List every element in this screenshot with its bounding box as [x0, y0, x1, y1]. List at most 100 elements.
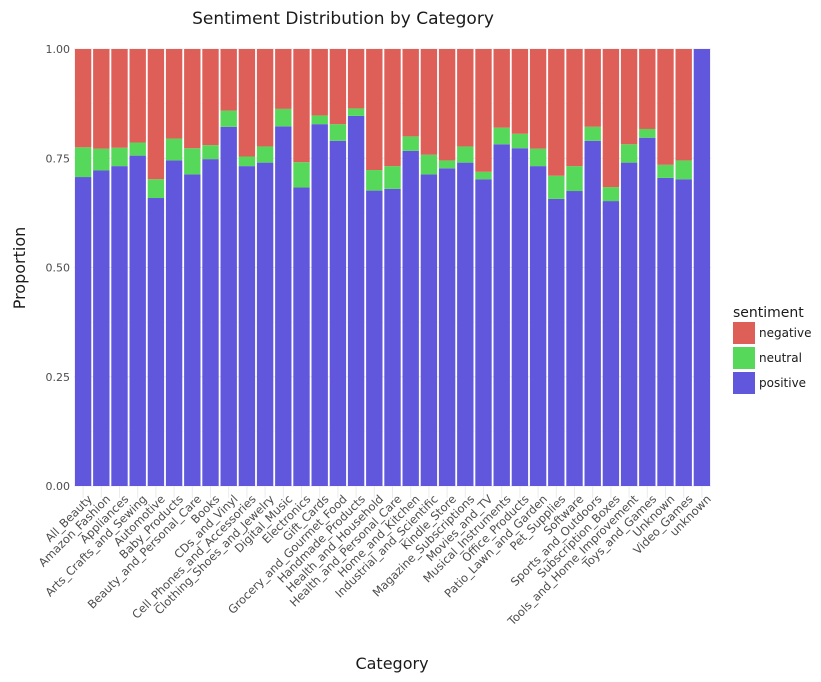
bar-segment-positive [129, 155, 146, 487]
bar-segment-neutral [548, 175, 565, 199]
bar-segment-negative [165, 49, 183, 139]
bar-segment-negative [347, 49, 365, 109]
bar-segment-neutral [275, 108, 292, 127]
bar-segment-negative [511, 49, 529, 134]
bar-segment-neutral [293, 162, 310, 188]
bar-segment-positive [220, 126, 237, 486]
legend-key-negative [733, 322, 755, 344]
bar-segment-neutral [438, 160, 456, 169]
bar-segment-neutral [420, 154, 438, 175]
bar-segment-negative [420, 49, 438, 155]
legend-key-positive [733, 372, 755, 394]
bar-segment-negative [275, 49, 292, 109]
bar-segment-negative [129, 49, 146, 143]
bar-segment-negative [111, 49, 128, 148]
bar-segment-positive [639, 137, 656, 486]
y-axis-title: Proportion [10, 227, 29, 310]
bar-segment-positive [693, 49, 711, 486]
bar-segment-negative [238, 49, 256, 157]
chart-title: Sentiment Distribution by Category [192, 9, 494, 29]
bar-segment-neutral [238, 156, 256, 167]
bar-segment-neutral [602, 187, 620, 202]
bar-segment-neutral [384, 166, 401, 189]
bar-segment-positive [438, 168, 456, 486]
bar-segment-positive [256, 162, 274, 486]
bar-segment-negative [402, 49, 419, 137]
bar-segment-positive [584, 140, 601, 486]
bar-segment-negative [639, 49, 656, 129]
bar-segment-neutral [329, 124, 347, 141]
bar-segment-negative [202, 49, 219, 146]
bar-segment-neutral [620, 144, 638, 163]
bar-segment-positive [74, 177, 92, 486]
bar-segment-neutral [639, 128, 656, 138]
legend-key-neutral [733, 347, 755, 369]
legend-label-negative: negative [759, 326, 811, 340]
bar-segment-positive [475, 179, 492, 486]
bar-segment-positive [529, 166, 547, 486]
y-tick-label: 1.00 [46, 43, 71, 56]
y-axis: 0.00 0.25 0.50 0.75 1.00 [46, 43, 71, 493]
bar-segment-negative [147, 49, 165, 180]
bar-segment-negative [529, 49, 547, 149]
bar-segment-negative [220, 49, 237, 111]
bar-segment-positive [184, 174, 201, 486]
bar-segment-positive [238, 166, 256, 486]
bar-segment-neutral [147, 179, 165, 199]
bar-segment-positive [420, 174, 438, 486]
bar-segment-positive [147, 198, 165, 486]
bar-segment-positive [366, 190, 383, 486]
x-axis-title: Category [355, 654, 428, 673]
bar-segment-negative [256, 49, 274, 147]
bar-segment-neutral [566, 166, 583, 192]
bar-segment-negative [366, 49, 383, 171]
bar-segment-negative [566, 49, 583, 167]
y-tick-label: 0.25 [46, 371, 71, 384]
bar-segment-negative [74, 49, 92, 148]
bar-segment-neutral [311, 115, 328, 125]
bar-segment-negative [457, 49, 474, 147]
bar-segment-positive [457, 162, 474, 486]
bar-segment-neutral [347, 108, 365, 116]
bar-segment-positive [111, 166, 128, 486]
legend-title: sentiment [733, 305, 804, 321]
bar-segment-negative [493, 49, 510, 128]
legend: sentiment negative neutral positive [733, 305, 811, 394]
bar-segment-positive [275, 126, 292, 486]
bar-segment-neutral [220, 110, 237, 127]
bar-segment-negative [438, 49, 456, 161]
bar-segment-positive [620, 162, 638, 486]
bar-segment-neutral [129, 142, 146, 156]
bar-segment-negative [657, 49, 674, 165]
bar-segment-neutral [366, 170, 383, 191]
bar-segment-negative [384, 49, 401, 167]
bar-segment-negative [675, 49, 692, 161]
bar-segment-positive [165, 160, 183, 486]
bar-segment-neutral [184, 148, 201, 175]
bar-segment-neutral [511, 133, 529, 149]
bar-segment-positive [347, 115, 365, 487]
bar-segment-positive [675, 179, 692, 486]
bar-segment-positive [329, 140, 347, 486]
bar-segment-positive [202, 159, 219, 486]
bar-segment-positive [384, 188, 401, 486]
bar-segment-neutral [74, 147, 92, 178]
bar-segment-negative [311, 49, 328, 116]
bar-segment-neutral [93, 148, 110, 171]
legend-label-neutral: neutral [759, 351, 802, 365]
bar-segment-neutral [657, 164, 674, 178]
bar-segment-positive [311, 124, 328, 486]
bar-segment-negative [93, 49, 110, 149]
bar-segment-positive [293, 187, 310, 487]
bar-segment-negative [184, 49, 201, 149]
bar-segment-positive [493, 144, 510, 487]
bar-segment-neutral [402, 136, 419, 151]
bar-segment-negative [584, 49, 601, 127]
bar-segment-neutral [256, 146, 274, 163]
bar-segment-negative [475, 49, 492, 172]
bar-segment-neutral [111, 147, 128, 167]
bar-segment-negative [620, 49, 638, 145]
bar-segment-neutral [475, 171, 492, 180]
bar-segment-negative [548, 49, 565, 176]
